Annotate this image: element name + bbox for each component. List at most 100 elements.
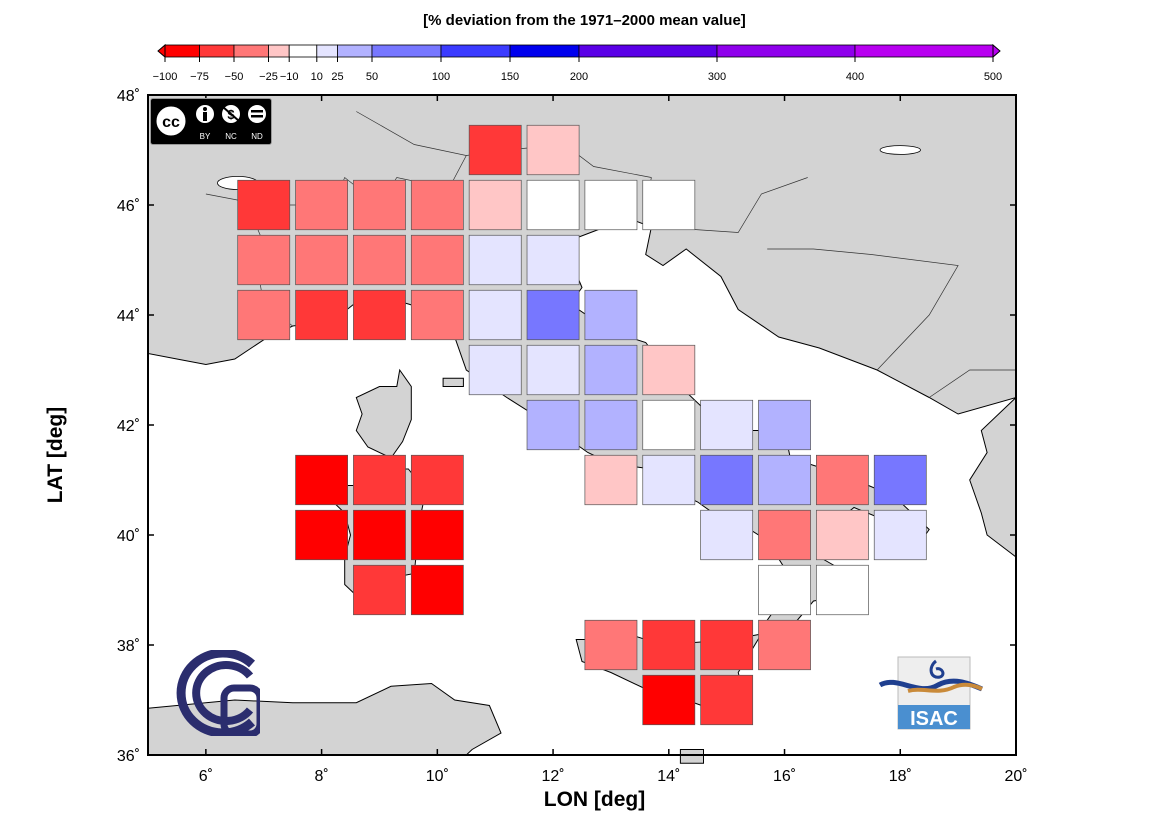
colorbar-tick-label: 150 [501, 71, 519, 83]
lon-tick-label: 10˚ [426, 768, 449, 785]
colorbar-tick-label: 50 [366, 71, 378, 83]
colorbar-tick-label: −10 [280, 71, 299, 83]
grid-cell [584, 179, 638, 231]
grid-cell [410, 289, 464, 341]
colorbar-segment [268, 44, 290, 58]
grid-cell [873, 509, 927, 561]
y-axis-title: LAT [deg] [44, 406, 67, 504]
colorbar-segment [233, 44, 269, 58]
grid-cell [237, 234, 291, 286]
isac-logo-text: ISAC [910, 708, 958, 730]
grid-cell [642, 454, 696, 506]
colorbar-tick-label: 500 [984, 71, 1002, 83]
grid-cell [468, 179, 522, 231]
grid-cell [642, 619, 696, 671]
colorbar-under-arrow [157, 43, 166, 59]
lon-tick-label: 12˚ [542, 768, 565, 785]
grid-cell [468, 124, 522, 176]
grid-cell [295, 454, 348, 506]
colorbar-segment [716, 44, 856, 58]
grid-cell [468, 289, 522, 341]
grid-cell [295, 234, 348, 286]
grid-cell [237, 179, 291, 231]
grid-cell [584, 454, 638, 506]
grid-cell [468, 234, 522, 286]
grid-cell [642, 344, 696, 396]
grid-cell [353, 454, 406, 506]
malta-island [679, 749, 704, 764]
grid-cell [584, 619, 638, 671]
grid-cell [700, 619, 754, 671]
colorbar-segment [316, 44, 338, 58]
colorbar-tick-label: 10 [311, 71, 323, 83]
grid-cell [295, 509, 348, 561]
grid-cell [526, 344, 580, 396]
lat-tick-label: 46˚ [117, 198, 140, 215]
grid-cell [758, 509, 811, 561]
cc-nc-label: NC [225, 132, 237, 141]
isac-logo-icon: ISAC [878, 655, 986, 733]
grid-cell [642, 179, 696, 231]
grid-cell [353, 509, 406, 561]
grid-cell [584, 399, 638, 451]
grid-cell [584, 289, 638, 341]
grid-cell [295, 179, 348, 231]
colorbar [157, 43, 1001, 59]
grid-cell [410, 454, 464, 506]
grid-cell [353, 289, 406, 341]
cnr-logo-icon [160, 648, 264, 738]
lat-tick-label: 36˚ [117, 748, 140, 765]
grid-cell [526, 179, 580, 231]
border-montenegro [929, 369, 1016, 398]
svg-text:cc: cc [162, 114, 180, 131]
lon-tick-label: 8˚ [314, 768, 328, 785]
lon-tick-label: 20˚ [1004, 768, 1027, 785]
colorbar-segment [854, 44, 994, 58]
cc-by-label: BY [200, 132, 211, 141]
lon-tick-label: 6˚ [199, 768, 213, 785]
grid-cell [526, 399, 580, 451]
deviation-grid-cells [237, 124, 927, 726]
colorbar-segment [337, 44, 373, 58]
lon-tick-label: 14˚ [657, 768, 680, 785]
grid-cell [353, 179, 406, 231]
map-frame [147, 94, 1017, 764]
grid-cell [758, 564, 811, 616]
grid-cell [353, 234, 406, 286]
grid-cell [526, 234, 580, 286]
grid-cell [526, 289, 580, 341]
colorbar-tick-label: 25 [331, 71, 343, 83]
colorbar-tick-label: −100 [153, 71, 178, 83]
corsica-island [355, 368, 412, 459]
colorbar-tick-label: 100 [432, 71, 450, 83]
colorbar-tick-label: 400 [846, 71, 864, 83]
grid-cell [700, 399, 754, 451]
x-axis-title: LON [deg] [543, 788, 646, 811]
grid-cell [758, 454, 811, 506]
lat-tick-label: 42˚ [117, 418, 140, 435]
grid-cell [758, 399, 811, 451]
grid-cell [410, 564, 464, 616]
colorbar-ticks: −100 −75 −50 −25 −10 10 25 50 100 150 200 300 400 500 [153, 57, 1002, 83]
grid-cell [873, 454, 927, 506]
lat-tick-label: 48˚ [117, 88, 140, 105]
grid-cell [816, 509, 869, 561]
colorbar-tick-label: 200 [570, 71, 588, 83]
colorbar-tick-label: −75 [190, 71, 209, 83]
colorbar-over-arrow [992, 43, 1001, 59]
cc-nd-label: ND [251, 132, 263, 141]
colorbar-segment [371, 44, 442, 58]
lon-tick-label: 18˚ [889, 768, 912, 785]
lat-tick-label: 44˚ [117, 308, 140, 325]
lon-tick-label: 16˚ [773, 768, 796, 785]
elba-island [442, 377, 464, 387]
grid-cell [700, 674, 754, 726]
grid-cell [700, 454, 754, 506]
colorbar-segment [509, 44, 580, 58]
colorbar-segment [578, 44, 718, 58]
lat-tick-label: 40˚ [117, 528, 140, 545]
colorbar-tick-label: −25 [259, 71, 278, 83]
creative-commons-by-nc-nd-icon: cc $ BY NC ND [150, 98, 272, 145]
colorbar-tick-label: 300 [708, 71, 726, 83]
